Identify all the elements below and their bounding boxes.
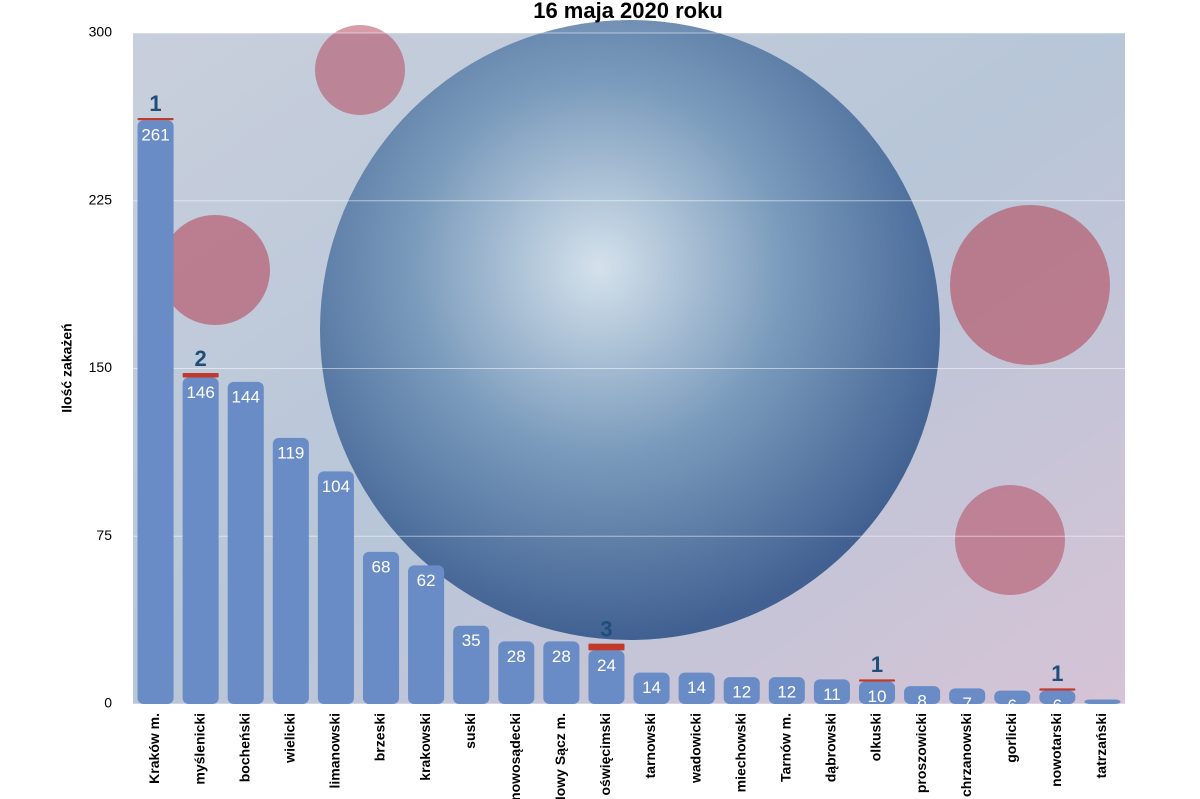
bar bbox=[1039, 688, 1076, 691]
x-tick-label: limanowski bbox=[327, 713, 343, 788]
value-label: 2 bbox=[195, 346, 207, 371]
bar bbox=[272, 437, 309, 704]
value-label: 10 bbox=[868, 687, 887, 706]
x-tick-label: dąbrowski bbox=[823, 713, 839, 782]
bar bbox=[317, 471, 354, 704]
x-tick-label: suski bbox=[462, 713, 478, 749]
value-label: 6 bbox=[1008, 696, 1017, 715]
x-tick-label: Kraków m. bbox=[146, 713, 162, 784]
value-label: 28 bbox=[552, 647, 571, 666]
bar bbox=[723, 677, 760, 704]
value-label: 11 bbox=[823, 685, 841, 704]
value-label: 1 bbox=[871, 652, 883, 677]
value-label: 28 bbox=[507, 647, 526, 666]
value-label: 6 bbox=[1053, 696, 1062, 715]
x-tick-label: proszowicki bbox=[913, 713, 929, 793]
bar bbox=[543, 641, 580, 704]
value-label: 261 bbox=[141, 126, 169, 145]
x-tick-label: myślenicki bbox=[191, 713, 207, 785]
x-tick-label: chrzanowski bbox=[958, 713, 974, 797]
bar bbox=[498, 641, 535, 704]
y-tick-label: 150 bbox=[89, 359, 113, 375]
virus-decoration bbox=[955, 485, 1065, 595]
x-tick-label: wielicki bbox=[282, 713, 298, 764]
y-tick-label: 300 bbox=[89, 24, 113, 40]
value-label: 1 bbox=[149, 91, 161, 116]
bar bbox=[453, 625, 490, 704]
y-tick-label: 225 bbox=[89, 191, 113, 207]
bar bbox=[678, 672, 715, 704]
bar bbox=[588, 650, 625, 704]
x-tick-label: bocheński bbox=[236, 713, 252, 782]
bar bbox=[904, 686, 941, 704]
bar bbox=[858, 681, 896, 704]
bar bbox=[813, 679, 850, 704]
virus-decoration bbox=[315, 25, 405, 115]
x-tick-label: olkuski bbox=[868, 713, 884, 761]
bar bbox=[858, 679, 896, 682]
bar bbox=[994, 690, 1031, 704]
value-label: 144 bbox=[232, 387, 260, 406]
bar bbox=[633, 672, 670, 704]
value-label: 7 bbox=[962, 694, 971, 713]
x-tick-label: Nowy Sącz m. bbox=[552, 713, 568, 799]
value-label: 3 bbox=[600, 616, 612, 641]
x-tick-label: Tarnów m. bbox=[778, 713, 794, 782]
bar bbox=[362, 551, 400, 704]
bar bbox=[137, 117, 174, 121]
x-tick-label: miechowski bbox=[732, 713, 748, 792]
value-label: 8 bbox=[917, 692, 926, 711]
value-label: 14 bbox=[642, 678, 661, 697]
y-axis-label: Ilość zakażeń bbox=[59, 323, 75, 413]
bar bbox=[588, 643, 625, 651]
x-tick-label: wadowicki bbox=[687, 713, 703, 784]
bar bbox=[1039, 690, 1076, 704]
x-tick-label: nowotarski bbox=[1048, 713, 1064, 787]
bar bbox=[137, 120, 174, 705]
x-tick-label: nowosądecki bbox=[507, 713, 523, 799]
value-label: 68 bbox=[372, 557, 391, 576]
value-label: 62 bbox=[417, 571, 436, 590]
value-label: 2 bbox=[1098, 705, 1107, 724]
x-tick-label: gorlicki bbox=[1003, 713, 1019, 763]
y-tick-label: 0 bbox=[104, 695, 112, 711]
value-label: 12 bbox=[777, 683, 796, 702]
value-label: 146 bbox=[186, 383, 214, 402]
value-label: 1 bbox=[1051, 661, 1063, 686]
x-tick-label: oświęcimski bbox=[597, 713, 613, 796]
bar bbox=[1084, 699, 1121, 704]
value-label: 119 bbox=[277, 443, 304, 462]
value-label: 35 bbox=[462, 631, 481, 650]
value-label: 104 bbox=[322, 477, 350, 496]
x-tick-label: tatrzański bbox=[1093, 713, 1109, 778]
bar bbox=[182, 372, 219, 378]
value-label: 12 bbox=[732, 683, 751, 702]
x-tick-label: brzeski bbox=[372, 713, 388, 761]
bar bbox=[182, 377, 219, 704]
value-label: 24 bbox=[597, 656, 616, 675]
bar bbox=[408, 565, 445, 704]
chart-title: 16 maja 2020 roku bbox=[533, 0, 723, 23]
globe-decoration bbox=[320, 20, 940, 640]
bar bbox=[768, 677, 805, 704]
bar bbox=[949, 688, 986, 704]
x-tick-label: krakowski bbox=[417, 713, 433, 781]
value-label: 14 bbox=[687, 678, 706, 697]
virus-decoration bbox=[160, 215, 270, 325]
x-tick-label: tarnowski bbox=[642, 713, 658, 778]
bar bbox=[227, 381, 264, 704]
virus-decoration bbox=[950, 205, 1110, 365]
y-tick-label: 75 bbox=[96, 527, 112, 543]
